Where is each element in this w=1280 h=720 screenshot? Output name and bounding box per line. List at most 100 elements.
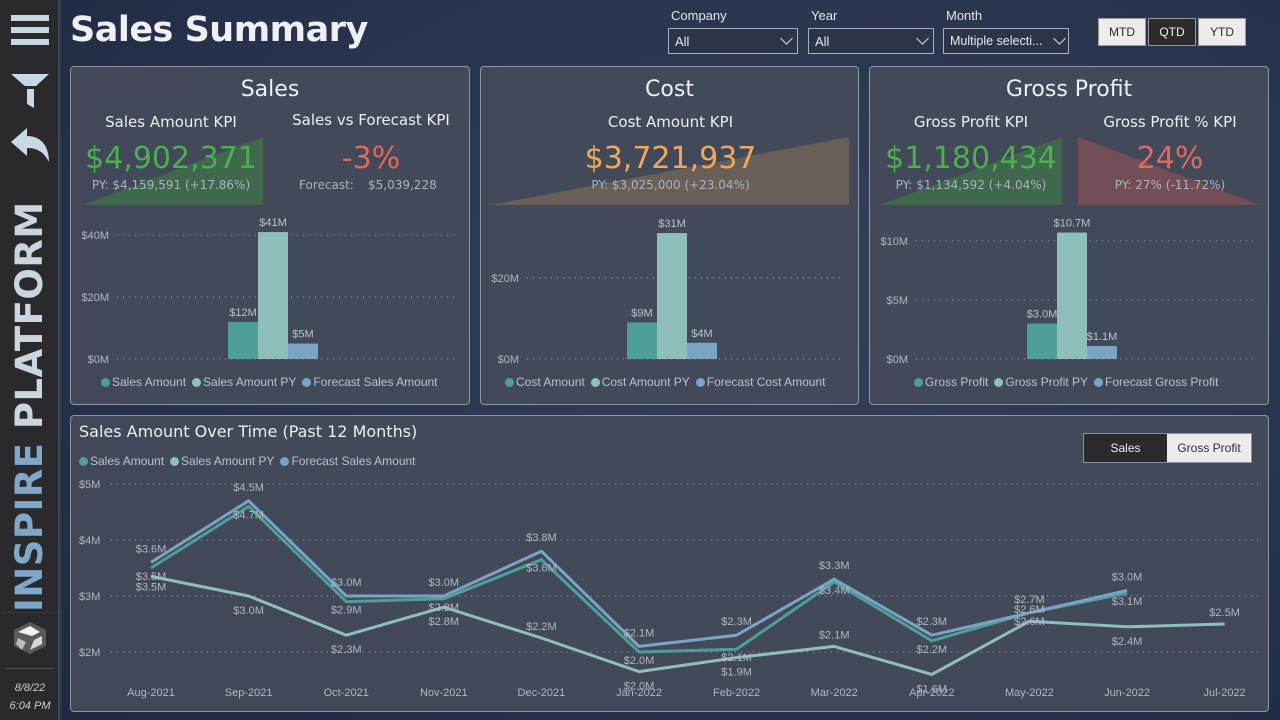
company-dropdown[interactable]: All [668, 28, 798, 54]
legend-label: Forecast Gross Profit [1105, 375, 1219, 389]
sales-kpi-trend-shape [83, 137, 263, 205]
x-tick-label: Mar-2022 [811, 687, 858, 699]
legend-item[interactable]: Sales Amount [79, 454, 164, 468]
line-data-label: $4.5M [233, 482, 264, 494]
main-canvas: Sales Summary Company All Year All Month… [62, 0, 1280, 720]
bar[interactable] [1027, 323, 1057, 359]
cost-amount-kpi-title: Cost Amount KPI [607, 113, 734, 131]
line-data-label: $3.8M [526, 532, 557, 544]
x-tick-label: Nov-2021 [420, 687, 468, 699]
line-chart-legend: Sales Amount Sales Amount PY Forecast Sa… [79, 454, 418, 468]
ytd-button[interactable]: YTD [1198, 18, 1246, 46]
filter-icon[interactable] [0, 72, 60, 110]
line-data-label: $2.0M [624, 655, 655, 667]
qtd-button[interactable]: QTD [1148, 18, 1196, 46]
cost-card: Cost Cost Amount KPI $3,721,937 PY: $3,0… [480, 66, 859, 405]
line-data-label: $2.3M [917, 616, 948, 628]
menu-icon[interactable] [0, 12, 60, 48]
brand-part2: PLATFORM [8, 201, 51, 430]
sales-card-title: Sales [240, 77, 300, 102]
sales-bar-chart: $0M $20M $40M $12M $41M $5M [81, 217, 457, 366]
bar[interactable] [687, 342, 717, 359]
chevron-down-icon [780, 32, 793, 45]
gross-profit-pct-kpi-value: 24% [1136, 141, 1204, 176]
year-filter-label: Year [811, 8, 838, 23]
refresh-date: 8/8/22 [14, 682, 46, 694]
legend-item[interactable]: Forecast Sales Amount [280, 454, 416, 468]
x-tick-label: Aug-2021 [127, 687, 175, 699]
inspire-logo-icon[interactable] [2, 612, 58, 662]
legend-dot [101, 377, 110, 387]
year-dropdown[interactable]: All [808, 28, 934, 54]
legend-dot [302, 377, 312, 387]
legend-label: Gross Profit [925, 375, 989, 389]
cost-bar-chart: $0M $20M $9M $31M $4M [491, 218, 845, 366]
legend-label: Sales Amount PY [181, 454, 275, 468]
legend-item[interactable]: Gross Profit PY [994, 375, 1088, 389]
bar[interactable] [1057, 232, 1087, 359]
sales-amount-kpi-value: $4,902,371 [85, 141, 257, 176]
series-line-sales-amount[interactable] [150, 504, 1128, 654]
bar-data-label: $12M [229, 307, 257, 319]
line-data-label: $3.5M [136, 581, 167, 593]
line-data-label: $3.0M [429, 577, 460, 589]
bar-data-label: $3.0M [1027, 309, 1058, 321]
legend-label: Cost Amount PY [601, 375, 690, 389]
legend-item[interactable]: Gross Profit [914, 375, 988, 389]
bar[interactable] [627, 322, 657, 359]
sales-toggle-button[interactable]: Sales [1084, 434, 1167, 462]
bar[interactable] [288, 343, 318, 359]
y-tick-label: $0M [887, 354, 908, 366]
measure-toggle: Sales Gross Profit [1083, 433, 1252, 463]
bar[interactable] [1087, 346, 1117, 359]
gross-profit-card-title: Gross Profit [1005, 77, 1133, 102]
line-data-label: $2.2M [917, 644, 948, 656]
legend-dot [1094, 377, 1104, 387]
gp-bar-legend: Gross Profit Gross Profit PY Forecast Gr… [914, 375, 1220, 389]
mtd-button[interactable]: MTD [1098, 18, 1146, 46]
line-data-label: $2.1M [624, 627, 655, 639]
sales-vs-forecast-kpi-value: -3% [341, 141, 401, 176]
forecast-label: Forecast: [299, 178, 354, 192]
gross-profit-pct-kpi-py: PY: 27% (-11.72%) [1114, 178, 1226, 192]
series-line-forecast-sales-amount[interactable] [150, 499, 1128, 648]
bar-data-label: $10.7M [1054, 218, 1091, 230]
series-line-sales-amount-py[interactable] [150, 574, 1225, 676]
bar-data-label: $5M [292, 329, 313, 341]
bar[interactable] [228, 321, 258, 359]
legend-item[interactable]: Sales Amount [101, 375, 186, 389]
x-tick-label: Jun-2022 [1104, 687, 1150, 699]
line-data-label: $3.6M [526, 563, 557, 575]
bar[interactable] [657, 233, 687, 359]
month-filter: Month Multiple selecti... [943, 8, 1069, 54]
refresh-time: 6:04 PM [9, 700, 51, 712]
bar-data-label: $4M [691, 328, 712, 340]
legend-item[interactable]: Forecast Sales Amount [302, 375, 438, 389]
back-arrow-icon[interactable] [0, 126, 60, 164]
legend-item[interactable]: Cost Amount [505, 375, 585, 389]
legend-label: Forecast Sales Amount [313, 375, 438, 389]
line-data-label: $2.4M [1112, 636, 1143, 648]
legend-item[interactable]: Cost Amount PY [590, 375, 690, 389]
cost-bar-legend: Cost Amount Cost Amount PY Forecast Cost… [505, 375, 827, 389]
legend-item[interactable]: Forecast Gross Profit [1094, 375, 1218, 389]
cost-amount-kpi-py: PY: $3,025,000 (+23.04%) [591, 178, 750, 192]
legend-dot [590, 377, 600, 387]
x-tick-label: Sep-2021 [225, 687, 273, 699]
x-tick-label: Oct-2021 [324, 687, 369, 699]
bar[interactable] [258, 232, 288, 359]
line-data-label: $2.3M [331, 644, 362, 656]
month-filter-label: Month [946, 8, 983, 23]
legend-dot [695, 377, 705, 387]
legend-item[interactable]: Sales Amount PY [170, 454, 274, 468]
legend-label: Cost Amount [516, 375, 585, 389]
month-dropdown[interactable]: Multiple selecti... [943, 28, 1069, 54]
gross-profit-toggle-button[interactable]: Gross Profit [1167, 434, 1251, 462]
bar-data-label: $1.1M [1087, 331, 1118, 343]
y-tick-label: $0M [88, 354, 109, 366]
y-tick-label: $20M [81, 292, 109, 304]
legend-item[interactable]: Sales Amount PY [192, 375, 296, 389]
sales-over-time-card: Sales Amount Over Time (Past 12 Months) … [70, 415, 1269, 712]
legend-item[interactable]: Forecast Cost Amount [695, 375, 825, 389]
gross-profit-pct-kpi-title: Gross Profit % KPI [1103, 113, 1237, 131]
